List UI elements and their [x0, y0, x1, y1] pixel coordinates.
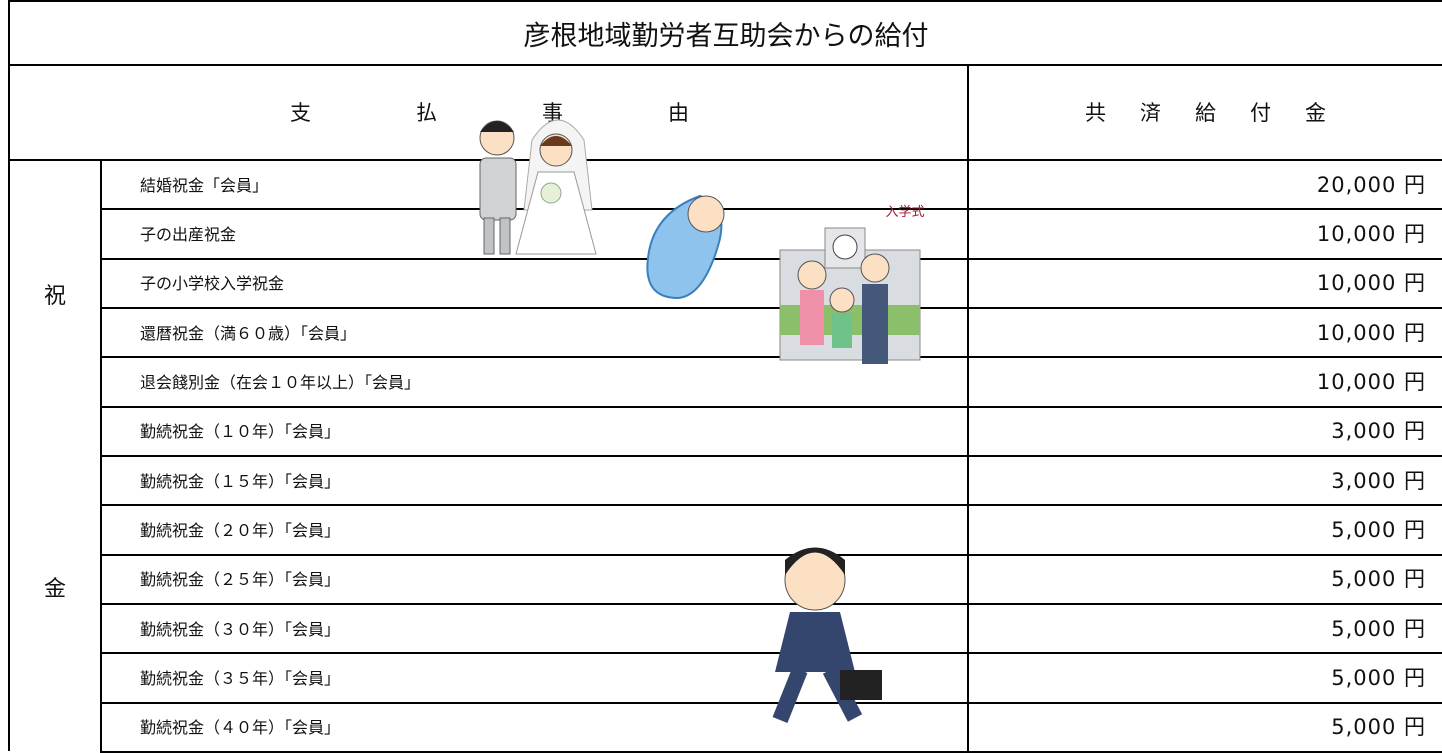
- amount-cell: 3,000 円: [967, 405, 1442, 457]
- amount-cell: 5,000 円: [967, 652, 1442, 704]
- amount-cell: 10,000 円: [967, 356, 1442, 408]
- category-char: 祝: [43, 284, 66, 309]
- reason-cell: 勤続祝金（３０年）「会員」: [100, 603, 969, 655]
- reason-cell: 勤続祝金（２５年）「会員」: [100, 554, 969, 605]
- table-title: 彦根地域勤労者互助会からの給付: [8, 0, 1442, 66]
- reason-cell: 勤続祝金（２０年）「会員」: [100, 504, 969, 556]
- school-illustration: 入学式: [779, 204, 925, 364]
- category-char: 金: [43, 577, 66, 602]
- couple-illustration: [479, 119, 597, 255]
- reason-cell: 子の出産祝金: [100, 208, 969, 260]
- amount-cell: 10,000 円: [967, 307, 1442, 359]
- amount-cell: 10,000 円: [967, 257, 1442, 309]
- amount-cell: 5,000 円: [967, 504, 1442, 556]
- reason-cell: 退会餞別金（在会１０年以上）「会員」: [100, 356, 969, 408]
- reason-cell: 勤続祝金（１５年）「会員」: [100, 455, 969, 507]
- sign-text: 入学式: [885, 204, 924, 220]
- reason-cell: 子の小学校入学祝金: [100, 258, 969, 309]
- amount-cell: 5,000 円: [967, 603, 1442, 655]
- amount-cell: 20,000 円: [967, 159, 1442, 211]
- reason-cell: 勤続祝金（１０年）「会員」: [100, 406, 969, 457]
- amount-cell: 5,000 円: [967, 553, 1442, 605]
- baby-illustration: [646, 194, 725, 300]
- amount-cell: 10,000 円: [967, 208, 1442, 260]
- businessman-illustration: [772, 547, 882, 723]
- reason-cell: 勤続祝金（３５年）「会員」: [100, 652, 969, 704]
- header-amount: 共済給付金: [967, 64, 1442, 161]
- amount-cell: 3,000 円: [967, 455, 1442, 507]
- reason-cell: 還暦祝金（満６０歳）「会員」: [100, 307, 969, 359]
